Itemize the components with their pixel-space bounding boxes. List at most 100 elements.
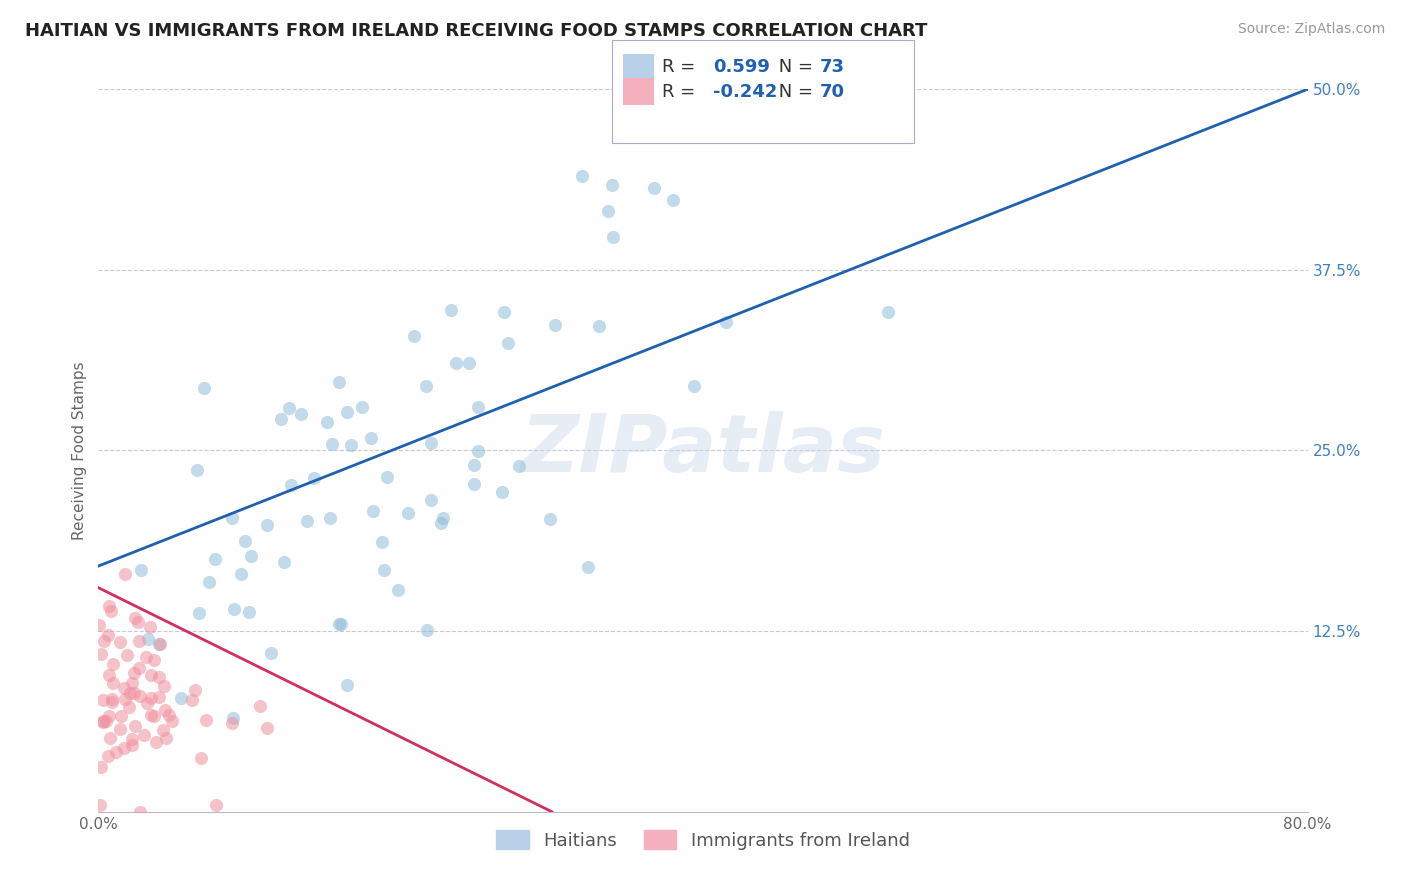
Point xyxy=(415,378,437,392)
Point xyxy=(115,648,138,662)
Point xyxy=(576,560,599,574)
Point xyxy=(149,637,172,651)
Point xyxy=(336,678,359,692)
Point xyxy=(160,714,183,729)
Point xyxy=(205,798,228,813)
Point xyxy=(544,318,567,332)
Point xyxy=(135,650,157,665)
Point xyxy=(260,646,283,660)
Point xyxy=(128,661,150,675)
Point xyxy=(143,708,166,723)
Point xyxy=(204,552,226,566)
Legend: Haitians, Immigrants from Ireland: Haitians, Immigrants from Ireland xyxy=(489,823,917,857)
Point xyxy=(498,336,520,351)
Point xyxy=(141,708,163,723)
Point xyxy=(396,507,419,521)
Point xyxy=(114,566,136,581)
Point xyxy=(110,634,132,648)
Point xyxy=(238,606,260,620)
Point xyxy=(89,797,111,812)
Point xyxy=(170,691,193,706)
Point xyxy=(494,305,516,319)
Point xyxy=(350,401,373,415)
Point xyxy=(222,602,245,616)
Point xyxy=(139,690,162,705)
Point xyxy=(139,668,162,682)
Text: ZIPatlas: ZIPatlas xyxy=(520,411,886,490)
Point xyxy=(121,676,143,690)
Point xyxy=(186,463,208,477)
Point xyxy=(463,458,485,472)
Point xyxy=(329,616,352,631)
Point xyxy=(135,696,157,710)
Point xyxy=(416,623,439,637)
Point xyxy=(440,302,463,317)
Point xyxy=(128,633,150,648)
Point xyxy=(602,229,624,244)
Point xyxy=(467,401,489,415)
Point xyxy=(101,657,124,671)
Point xyxy=(197,574,219,589)
Point xyxy=(315,415,337,429)
Point xyxy=(127,615,149,630)
Text: 70: 70 xyxy=(820,83,845,101)
Point xyxy=(97,709,120,723)
Point xyxy=(508,458,530,473)
Point xyxy=(321,436,343,450)
Point xyxy=(598,204,620,219)
Point xyxy=(340,438,363,452)
Point xyxy=(148,670,170,684)
Point xyxy=(360,432,382,446)
Point xyxy=(90,647,112,661)
Point xyxy=(361,504,384,518)
Point xyxy=(157,708,180,723)
Text: -0.242: -0.242 xyxy=(713,83,778,101)
Point xyxy=(194,713,217,727)
Point xyxy=(129,563,152,577)
Text: 0.599: 0.599 xyxy=(713,58,769,76)
Point xyxy=(270,412,292,426)
Point xyxy=(187,606,209,620)
Point xyxy=(100,695,122,709)
Point xyxy=(132,728,155,742)
Point xyxy=(190,750,212,764)
Point xyxy=(571,169,593,184)
Point xyxy=(458,356,481,370)
Point xyxy=(318,511,340,525)
Point xyxy=(402,328,425,343)
Point xyxy=(91,715,114,730)
Point xyxy=(328,617,350,632)
Point xyxy=(153,703,176,717)
Point xyxy=(280,478,302,492)
Point xyxy=(114,691,136,706)
Point xyxy=(877,304,900,318)
Point xyxy=(295,514,318,528)
Point xyxy=(124,611,146,625)
Point xyxy=(118,700,141,714)
Point xyxy=(105,745,128,759)
Point xyxy=(444,356,467,370)
Point xyxy=(193,381,215,395)
Point xyxy=(643,181,665,195)
Point xyxy=(121,732,143,747)
Point xyxy=(432,510,454,524)
Point xyxy=(387,583,409,598)
Point xyxy=(375,469,398,483)
Point xyxy=(491,484,513,499)
Point xyxy=(430,516,453,531)
Point xyxy=(120,686,142,700)
Point xyxy=(304,471,326,485)
Point xyxy=(142,652,165,666)
Point xyxy=(229,566,252,581)
Point xyxy=(112,741,135,756)
Text: R =: R = xyxy=(662,83,707,101)
Text: N =: N = xyxy=(773,58,820,76)
Point xyxy=(328,375,350,389)
Point xyxy=(148,637,170,651)
Point xyxy=(97,599,120,613)
Point xyxy=(101,692,124,706)
Point xyxy=(662,193,685,207)
Point xyxy=(336,405,359,419)
Text: HAITIAN VS IMMIGRANTS FROM IRELAND RECEIVING FOOD STAMPS CORRELATION CHART: HAITIAN VS IMMIGRANTS FROM IRELAND RECEI… xyxy=(25,22,928,40)
Point xyxy=(94,714,117,728)
